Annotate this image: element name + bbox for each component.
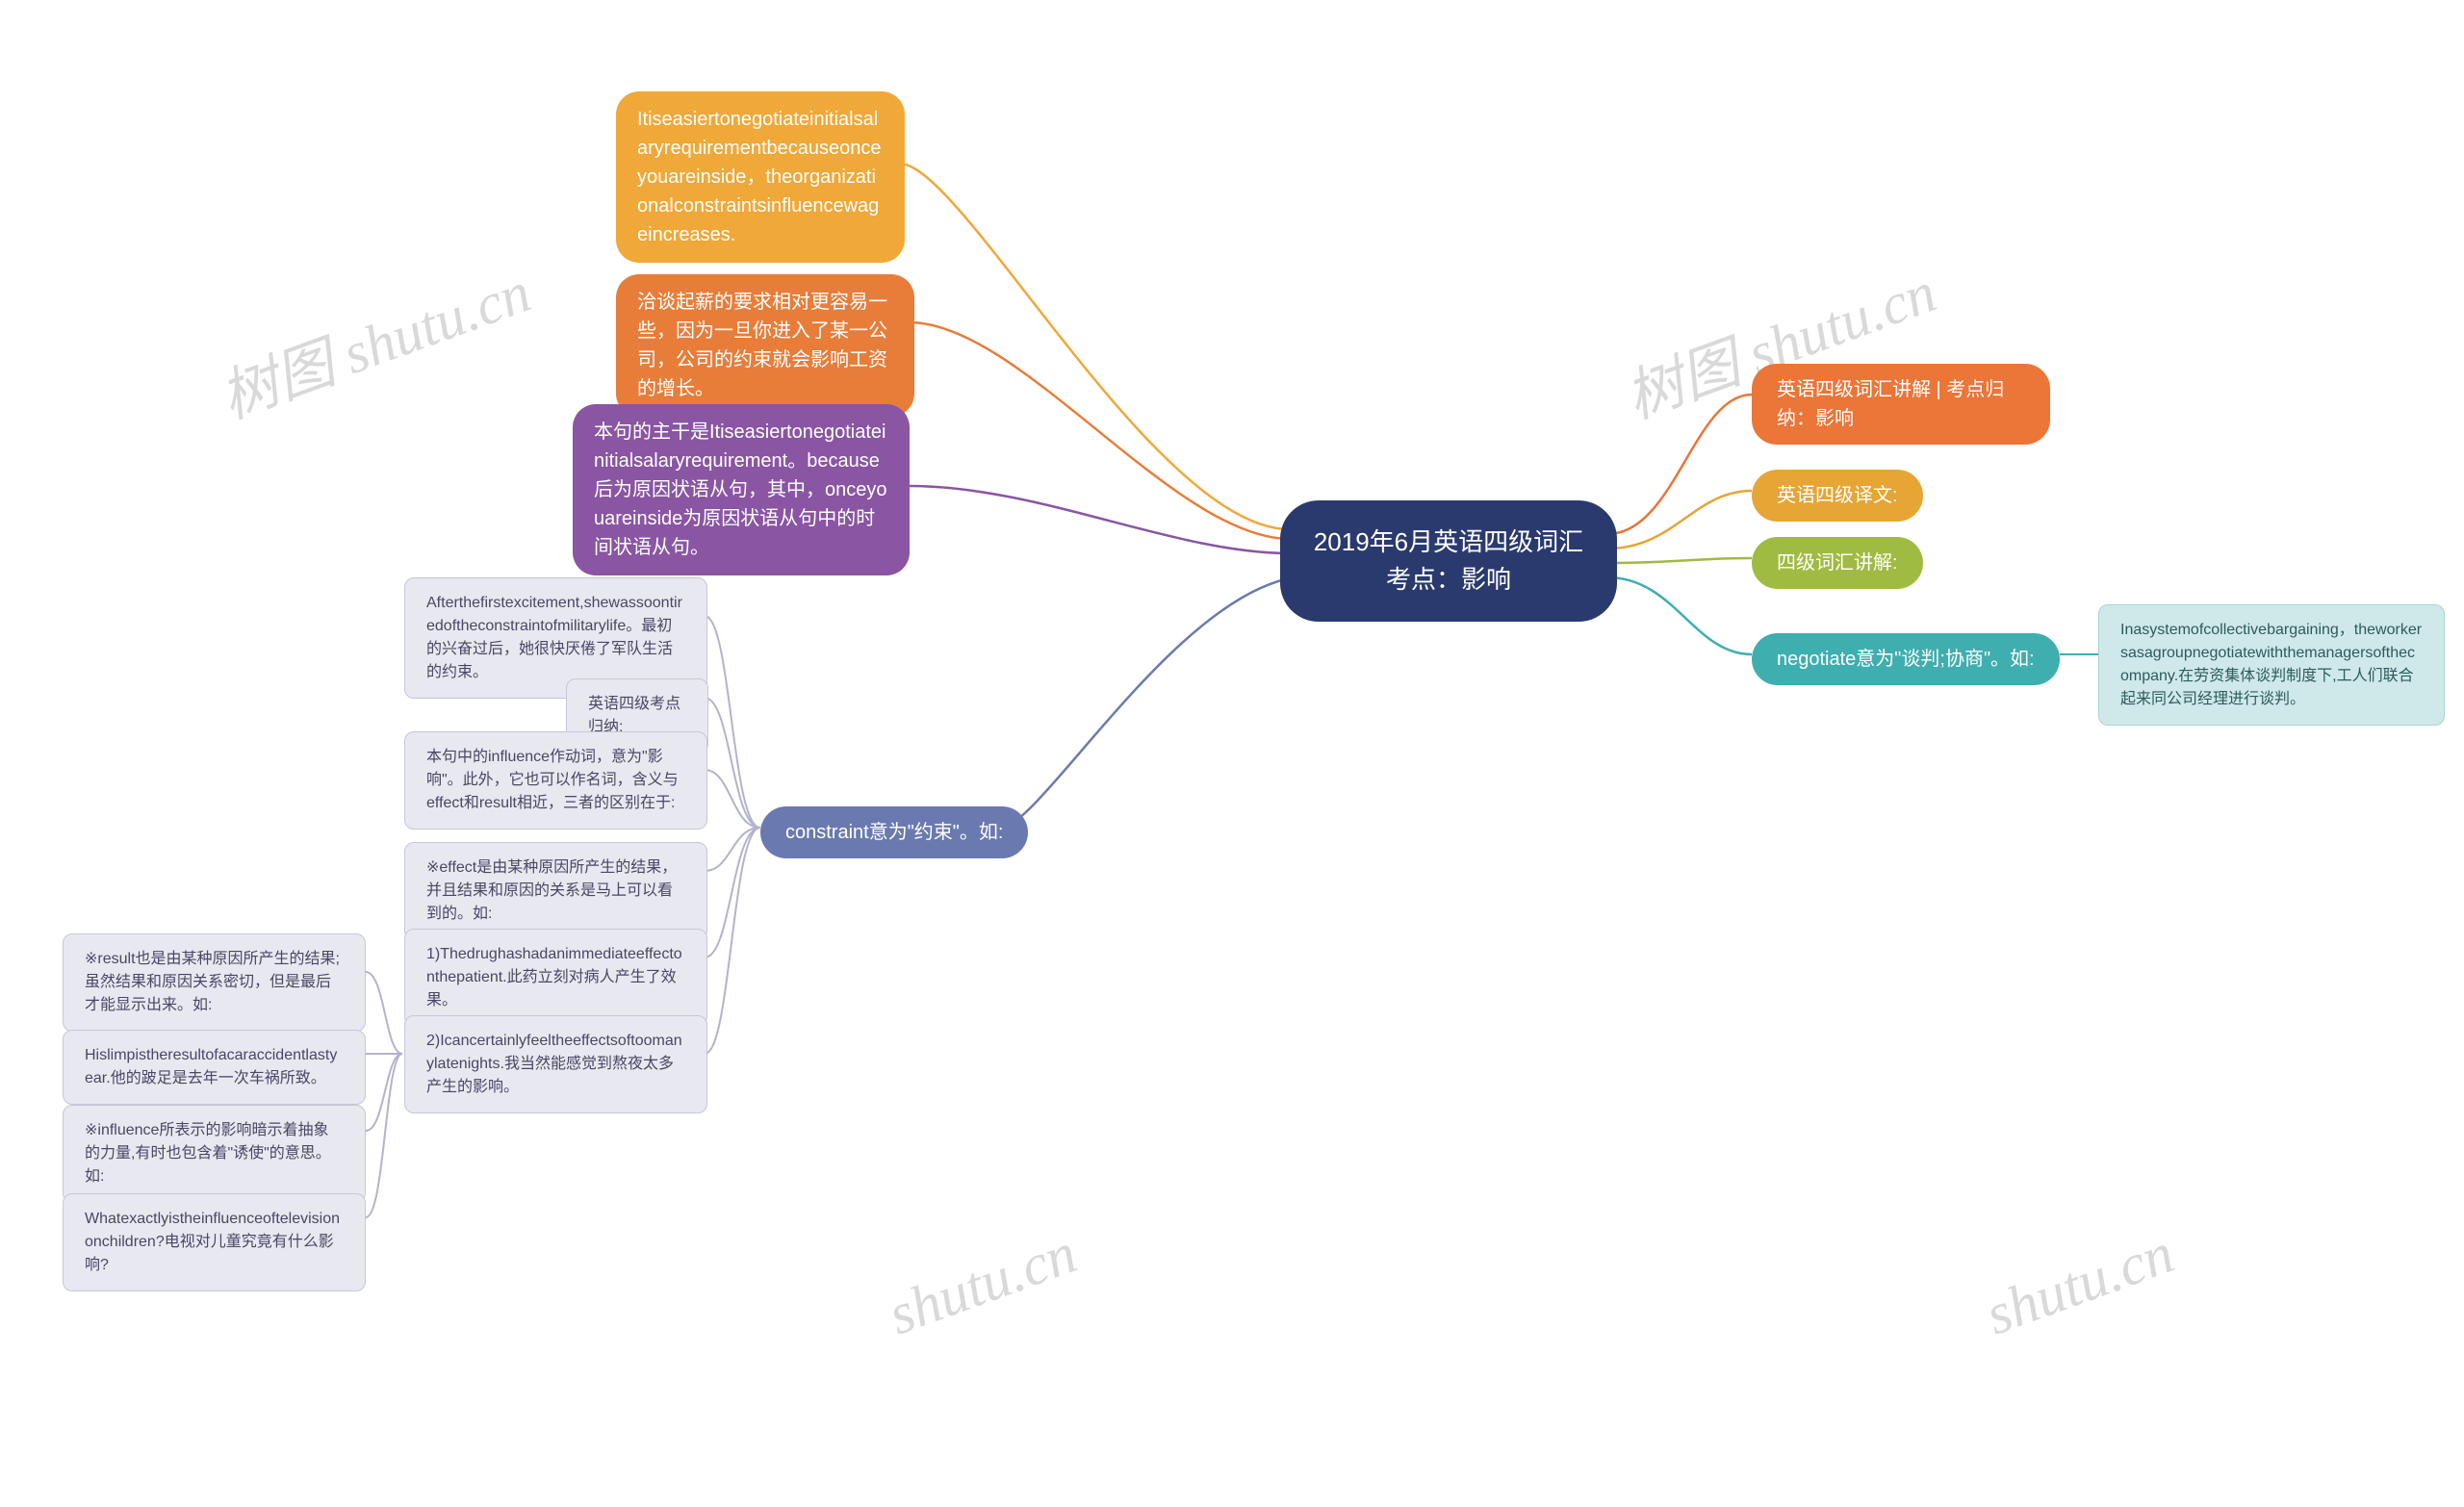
constraint-leaf-3[interactable]: ※effect是由某种原因所产生的结果，并且结果和原因的关系是马上可以看到的。如… [404,842,707,940]
constraint-leaf-5[interactable]: 2)Icancertainlyfeeltheeffectsoftoomanyla… [404,1015,707,1113]
right-pill-3[interactable]: 四级词汇讲解: [1752,537,1923,589]
sub-leaf-0[interactable]: ※result也是由某种原因所产生的结果;虽然结果和原因关系密切，但是最后才能显… [63,933,366,1032]
root-node[interactable]: 2019年6月英语四级词汇考点：影响 [1280,500,1617,622]
sub-leaf-1[interactable]: Hislimpistheresultofacaraccidentlastyear… [63,1030,366,1105]
constraint-node[interactable]: constraint意为"约束"。如: [760,806,1028,858]
sub-leaf-2[interactable]: ※influence所表示的影响暗示着抽象的力量,有时也包含着"诱使"的意思。如… [63,1105,366,1203]
edge-layer [0,0,2464,1507]
sub-leaf-3[interactable]: Whatexactlyistheinfluenceoftelevisiononc… [63,1193,366,1291]
watermark: 树图 shutu.cn [207,245,540,435]
constraint-leaf-2[interactable]: 本句中的influence作动词，意为"影响"。此外，它也可以作名词，含义与ef… [404,731,707,830]
constraint-leaf-4[interactable]: 1)Thedrughashadanimmediateeffectonthepat… [404,929,707,1027]
watermark: shutu.cn [1977,1220,2182,1349]
right-pill-1[interactable]: 英语四级词汇讲解 | 考点归纳：影响 [1752,364,2050,445]
left-node-2[interactable]: 洽谈起薪的要求相对更容易一些，因为一旦你进入了某一公司，公司的约束就会影响工资的… [616,274,914,417]
left-node-1[interactable]: Itiseasiertonegotiateinitialsalaryrequir… [616,91,905,263]
right-negotiate-leaf[interactable]: Inasystemofcollectivebargaining，theworke… [2098,604,2445,726]
right-pill-2[interactable]: 英语四级译文: [1752,470,1923,522]
left-node-3[interactable]: 本句的主干是Itiseasiertonegotiateinitialsalary… [573,404,910,575]
watermark: shutu.cn [880,1220,1085,1349]
right-pill-4[interactable]: negotiate意为"谈判;协商"。如: [1752,633,2060,685]
